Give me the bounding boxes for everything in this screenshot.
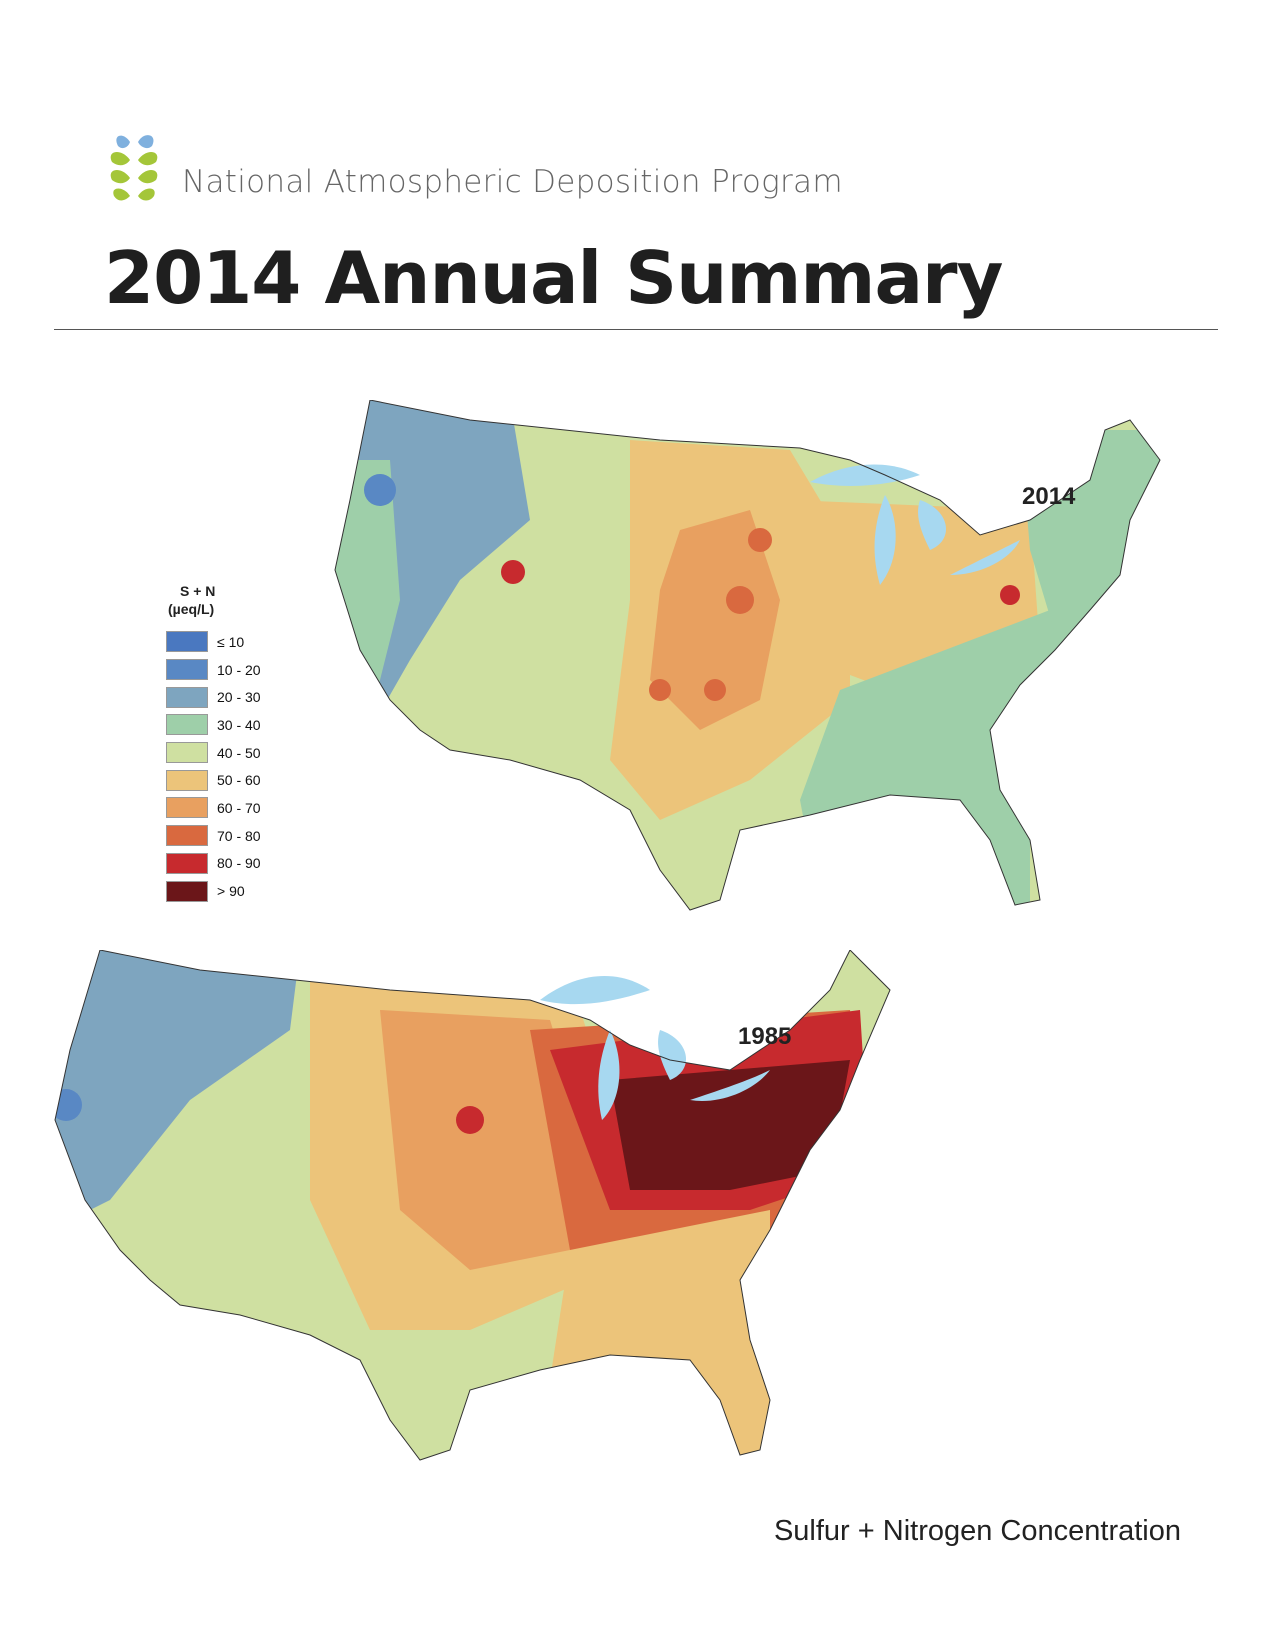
logo-leaf-green-4 [138, 169, 158, 184]
hotspot-iowa [748, 528, 772, 552]
legend-swatch [166, 631, 208, 653]
lake-erie [950, 540, 1020, 575]
legend-item: > 90 [166, 877, 261, 905]
nadp-logo [110, 135, 158, 201]
legend-swatch [166, 742, 208, 764]
legend-swatch [166, 797, 208, 819]
legend-swatch [166, 825, 208, 847]
lowspot-california-1985 [55, 1089, 82, 1121]
legend-swatch [166, 852, 208, 874]
lake-superior [810, 464, 920, 486]
logo-leaf-blue-right [138, 135, 154, 149]
legend-label: 50 - 60 [217, 772, 261, 789]
legend-item: 10 - 20 [166, 656, 261, 684]
legend-label: ≤ 10 [217, 633, 245, 650]
hotspot-kansas-1 [649, 679, 671, 701]
hotspot-wyoming [501, 560, 525, 584]
logo-leaf-green-2 [138, 151, 158, 166]
legend-label: 60 - 70 [217, 799, 261, 816]
legend-label: 30 - 40 [217, 716, 261, 733]
lowspot-washington [364, 474, 396, 506]
map-year-label-1985: 1985 [738, 1023, 792, 1050]
legend-unit: (µeq/L) [168, 601, 215, 617]
lake-superior-1985 [540, 976, 650, 1005]
legend-label: 10 - 20 [217, 661, 261, 678]
logo-leaf-green-5 [113, 188, 130, 201]
legend-label: 40 - 50 [217, 744, 261, 761]
figure-caption: Sulfur + Nitrogen Concentration [773, 1515, 1181, 1547]
lake-huron [918, 500, 947, 550]
legend-label: 80 - 90 [217, 855, 261, 872]
logo-leaf-green-1 [110, 151, 130, 166]
legend-swatch [166, 880, 208, 902]
legend-rows: ≤ 10 10 - 20 20 - 30 30 - 40 40 - 50 50 - 60 6… [166, 628, 261, 905]
us-outline-2014 [334, 400, 1161, 911]
legend-item: 40 - 50 [166, 739, 261, 767]
map-legend: S + N (µeq/L) ≤ 10 10 - 20 20 - 30 30 - 40 4… [166, 582, 261, 905]
organization-name: National Atmospheric Deposition Program [182, 164, 843, 200]
legend-item: 50 - 60 [166, 766, 261, 794]
page-title: 2014 Annual Summary [104, 236, 1003, 320]
legend-label: 70 - 80 [217, 827, 261, 844]
legend-item: ≤ 10 [166, 628, 261, 656]
hotspot-south-dakota [726, 586, 754, 614]
us-map-2014 [334, 400, 1161, 911]
lake-michigan [874, 495, 896, 585]
logo-leaf-blue-left [116, 135, 130, 149]
logo-leaf-green-6 [138, 188, 155, 201]
legend-item: 70 - 80 [166, 822, 261, 850]
map-year-label-2014: 2014 [1022, 483, 1076, 510]
hotspot-iowa-1985 [456, 1106, 484, 1134]
legend-swatch [166, 769, 208, 791]
legend-item: 60 - 70 [166, 794, 261, 822]
legend-label: 20 - 30 [217, 689, 261, 706]
region-northwest-1985 [55, 950, 300, 1230]
legend-item: 30 - 40 [166, 711, 261, 739]
legend-swatch [166, 686, 208, 708]
legend-swatch [166, 714, 208, 736]
hotspot-pennsylvania [1000, 585, 1020, 605]
region-core-1985 [610, 1060, 850, 1190]
legend-title: S + N [180, 583, 216, 599]
legend-swatch [166, 659, 208, 681]
lake-erie-1985 [690, 1070, 770, 1101]
region-central-1985 [380, 1010, 590, 1270]
region-central-hotspot [650, 510, 780, 730]
legend-item: 20 - 30 [166, 683, 261, 711]
title-divider [54, 329, 1218, 330]
us-map-1985 [54, 950, 891, 1461]
hotspot-kansas-2 [704, 679, 726, 701]
us-outline-1985 [54, 950, 891, 1461]
legend-label: > 90 [217, 883, 245, 900]
logo-leaf-green-3 [110, 169, 130, 184]
legend-item: 80 - 90 [166, 850, 261, 878]
lake-huron-1985 [658, 1030, 687, 1080]
lake-michigan-1985 [598, 1030, 620, 1120]
